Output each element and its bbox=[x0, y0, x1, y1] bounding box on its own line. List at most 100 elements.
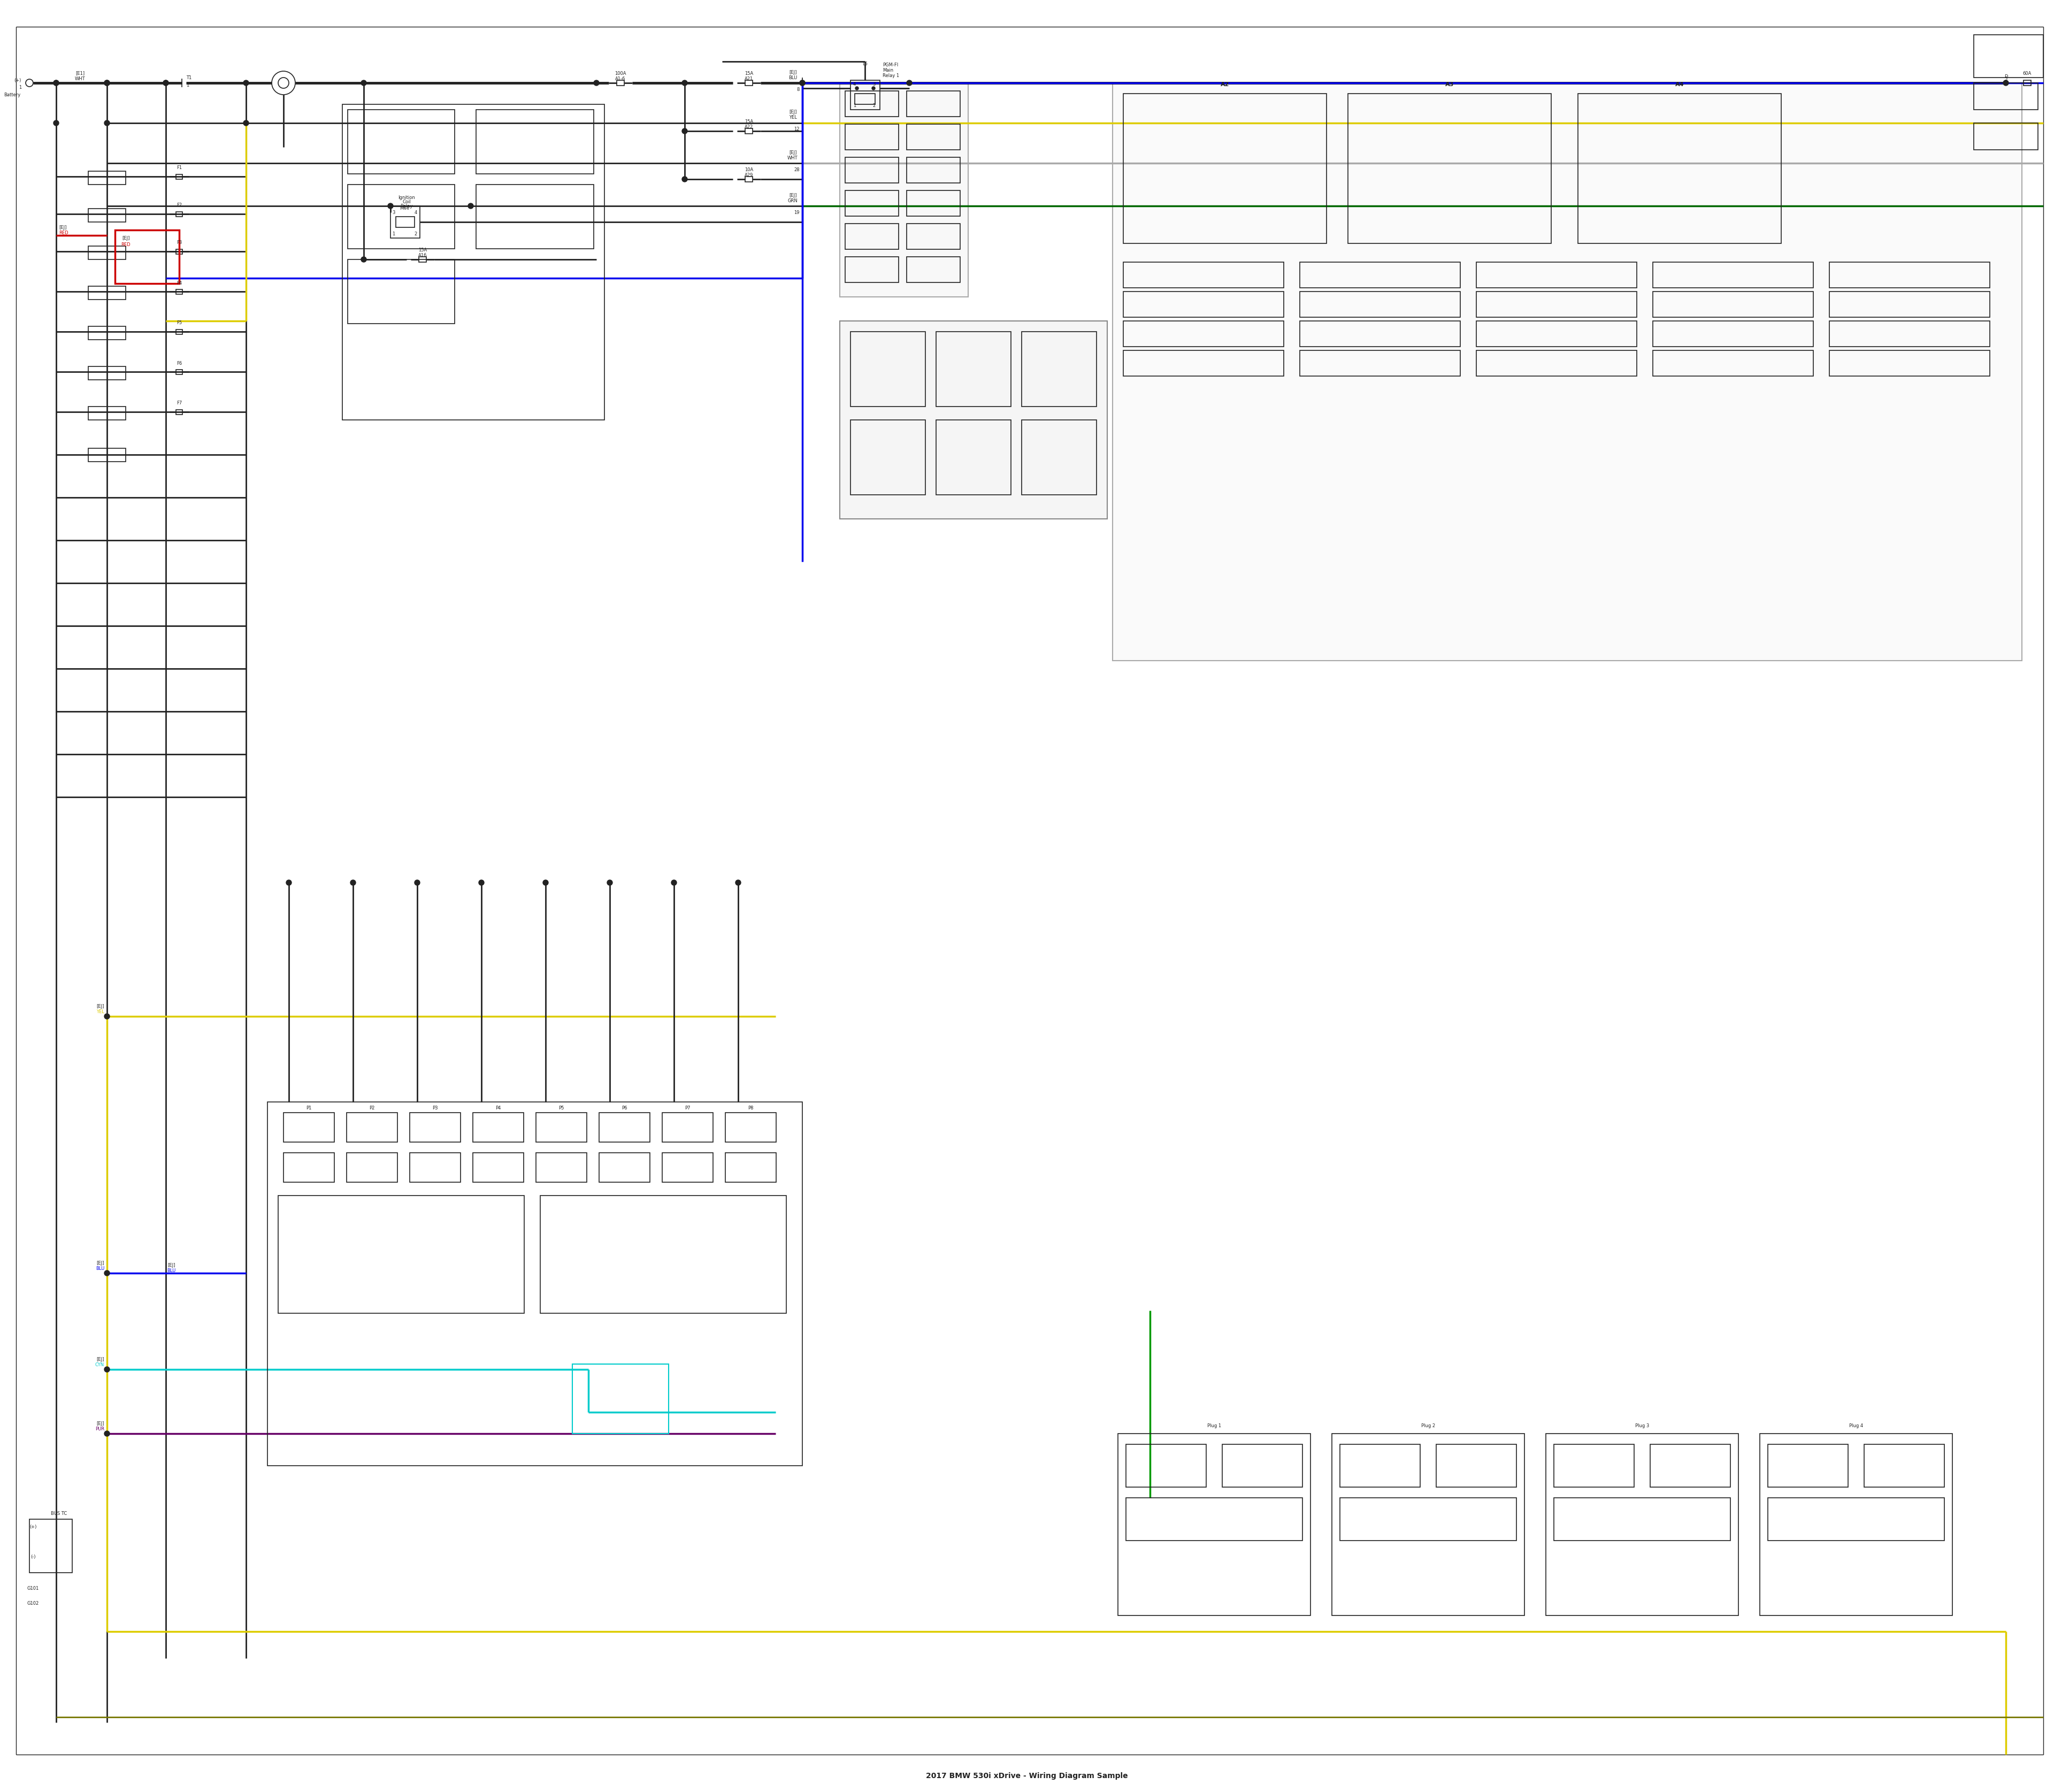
Bar bbox=[1126, 1444, 1206, 1487]
Bar bbox=[1830, 321, 1990, 346]
Bar bbox=[472, 1152, 524, 1183]
Text: 3: 3 bbox=[392, 210, 394, 215]
Text: A4: A4 bbox=[1676, 82, 1684, 88]
Text: Plug 2: Plug 2 bbox=[1421, 1423, 1436, 1428]
Bar bbox=[850, 419, 926, 495]
Text: G102: G102 bbox=[27, 1602, 39, 1606]
Circle shape bbox=[468, 202, 472, 208]
Circle shape bbox=[594, 81, 600, 86]
Circle shape bbox=[854, 86, 859, 90]
Circle shape bbox=[53, 120, 60, 125]
Bar bbox=[844, 124, 900, 151]
Bar bbox=[88, 208, 125, 222]
Bar bbox=[850, 332, 926, 407]
Text: P1: P1 bbox=[306, 1106, 312, 1111]
Bar bbox=[906, 190, 959, 217]
Text: PGM-FI: PGM-FI bbox=[883, 63, 898, 68]
Bar bbox=[1300, 351, 1460, 376]
Text: 12: 12 bbox=[795, 127, 799, 133]
Bar bbox=[1653, 262, 1814, 289]
Bar bbox=[840, 82, 967, 297]
Bar bbox=[88, 172, 125, 185]
Text: F5: F5 bbox=[177, 321, 183, 326]
Bar bbox=[1547, 1434, 1738, 1615]
Text: [EJ]: [EJ] bbox=[97, 1421, 105, 1426]
Bar bbox=[347, 1152, 396, 1183]
Bar bbox=[844, 190, 900, 217]
Text: [EJ]: [EJ] bbox=[97, 1004, 105, 1009]
Text: A16: A16 bbox=[419, 253, 427, 258]
Text: T1: T1 bbox=[187, 75, 191, 81]
Text: P6: P6 bbox=[622, 1106, 626, 1111]
Text: 1: 1 bbox=[852, 102, 857, 108]
Text: PUR: PUR bbox=[94, 1426, 105, 1432]
Text: P3: P3 bbox=[431, 1106, 438, 1111]
Bar bbox=[347, 109, 454, 174]
Bar bbox=[177, 289, 183, 294]
Bar bbox=[725, 1113, 776, 1142]
Text: A29: A29 bbox=[744, 172, 754, 177]
Bar bbox=[1339, 1444, 1419, 1487]
Text: D: D bbox=[2005, 73, 2007, 79]
Text: [EJ]: [EJ] bbox=[789, 70, 797, 75]
Text: Battery: Battery bbox=[4, 91, 21, 97]
Circle shape bbox=[105, 1367, 109, 1373]
Bar bbox=[88, 407, 125, 419]
Text: Plug 3: Plug 3 bbox=[1635, 1423, 1649, 1428]
Bar bbox=[1222, 1444, 1302, 1487]
Bar bbox=[396, 217, 415, 228]
Bar bbox=[1021, 419, 1097, 495]
Bar bbox=[1653, 321, 1814, 346]
Bar bbox=[1331, 1434, 1524, 1615]
Circle shape bbox=[105, 81, 109, 86]
Bar bbox=[477, 185, 594, 249]
Text: P7: P7 bbox=[684, 1106, 690, 1111]
Bar bbox=[850, 81, 879, 109]
Circle shape bbox=[682, 177, 688, 181]
Circle shape bbox=[735, 880, 741, 885]
Text: Ignition: Ignition bbox=[398, 195, 415, 201]
Circle shape bbox=[105, 1432, 109, 1435]
Bar bbox=[409, 1152, 460, 1183]
Bar bbox=[937, 419, 1011, 495]
Circle shape bbox=[682, 81, 688, 86]
Text: 19: 19 bbox=[795, 210, 799, 215]
Text: M44: M44 bbox=[401, 206, 409, 211]
Bar bbox=[343, 104, 604, 419]
Bar bbox=[1653, 351, 1814, 376]
Bar bbox=[600, 1152, 649, 1183]
Text: WHT: WHT bbox=[787, 156, 797, 159]
Circle shape bbox=[242, 120, 249, 125]
Text: Relay: Relay bbox=[401, 204, 413, 210]
Bar bbox=[1974, 34, 2044, 77]
Bar bbox=[1477, 262, 1637, 289]
Circle shape bbox=[682, 129, 688, 134]
Bar bbox=[746, 129, 752, 134]
Text: Plug 1: Plug 1 bbox=[1208, 1423, 1222, 1428]
Bar bbox=[906, 224, 959, 249]
Bar bbox=[88, 287, 125, 299]
Text: F3: F3 bbox=[177, 240, 183, 246]
Text: 1: 1 bbox=[18, 84, 21, 90]
Bar bbox=[177, 330, 183, 335]
Bar bbox=[844, 158, 900, 183]
Text: A3: A3 bbox=[1446, 82, 1454, 88]
Bar bbox=[283, 1113, 335, 1142]
Bar bbox=[177, 211, 183, 217]
Bar bbox=[390, 206, 419, 238]
Text: F2: F2 bbox=[177, 202, 183, 208]
Circle shape bbox=[105, 81, 109, 86]
Text: CYN: CYN bbox=[94, 1362, 105, 1367]
Text: [EJ]: [EJ] bbox=[789, 151, 797, 154]
Bar bbox=[1339, 1498, 1516, 1541]
Bar bbox=[906, 158, 959, 183]
Bar bbox=[616, 81, 624, 86]
Bar bbox=[1555, 1498, 1729, 1541]
Bar bbox=[177, 249, 183, 254]
Circle shape bbox=[53, 81, 60, 86]
Bar bbox=[1113, 82, 2021, 661]
Text: 3: 3 bbox=[873, 82, 875, 88]
Bar bbox=[1477, 321, 1637, 346]
Text: 4: 4 bbox=[415, 210, 417, 215]
Bar bbox=[1436, 1444, 1516, 1487]
